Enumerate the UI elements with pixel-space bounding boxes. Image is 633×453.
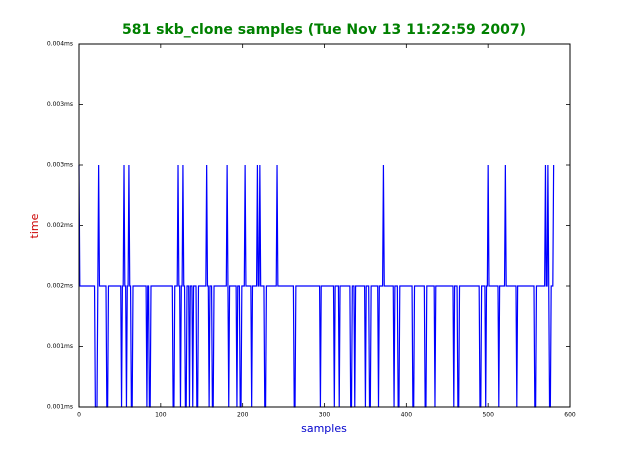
x-axis-label: samples [301,422,347,435]
y-tick-label: 0.004ms [47,41,73,48]
y-axis-label: time [28,213,41,238]
chart-title: 581 skb_clone samples (Tue Nov 13 11:22:… [122,22,526,38]
x-tick-label: 500 [482,412,494,419]
plot-frame [78,43,571,408]
x-tick-label: 400 [401,412,413,419]
x-tick-label: 200 [237,412,249,419]
y-tick-label: 0.003ms [47,101,73,108]
y-tick-label: 0.001ms [47,343,73,350]
x-tick-label: 100 [155,412,167,419]
y-tick-label: 0.001ms [47,404,73,411]
x-tick-label: 300 [319,412,331,419]
y-tick-label: 0.002ms [47,222,73,229]
x-tick-label: 0 [77,412,81,419]
y-tick-label: 0.003ms [47,162,73,169]
y-tick-label: 0.002ms [47,283,73,290]
x-tick-label: 600 [564,412,576,419]
